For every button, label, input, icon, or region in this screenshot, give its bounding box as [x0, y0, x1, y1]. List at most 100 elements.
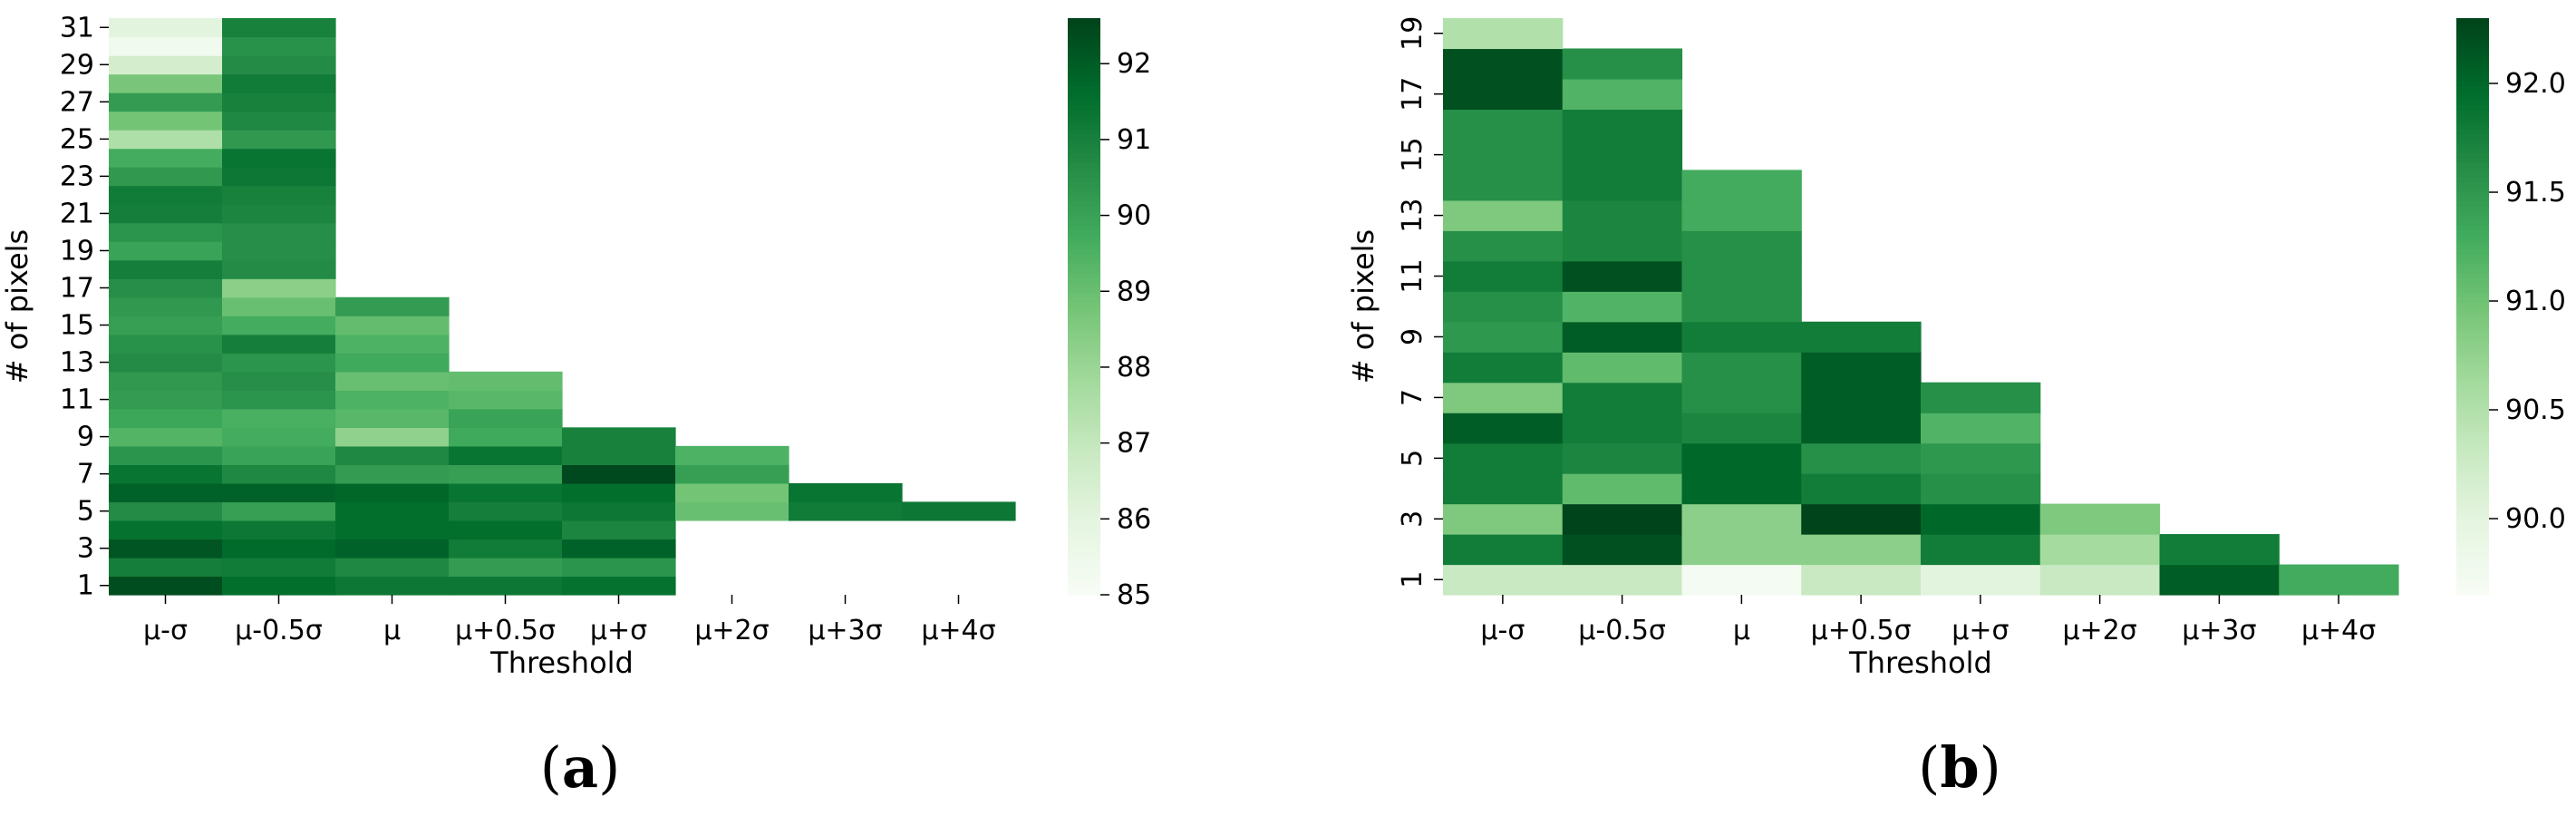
- x-tick-label: μ-0.5σ: [235, 615, 323, 646]
- colorbar-segment: [1068, 301, 1100, 307]
- colorbar-segment: [1068, 186, 1100, 192]
- heatmap-cell: [109, 18, 223, 38]
- colorbar-segment: [1068, 522, 1100, 529]
- heatmap-cell: [449, 427, 563, 447]
- colorbar-segment: [2456, 157, 2489, 163]
- heatmap-cell: [1921, 382, 2041, 413]
- heatmap-cell: [222, 204, 336, 224]
- colorbar-segment: [2456, 114, 2489, 120]
- heatmap-cell: [1681, 170, 1802, 201]
- colorbar-segment: [1068, 455, 1100, 461]
- colorbar-segment: [1068, 253, 1100, 259]
- heatmap-cell: [222, 464, 336, 484]
- colorbar-segment: [2456, 162, 2489, 168]
- heatmap-cell: [1921, 413, 2041, 444]
- y-tick-label: 1: [77, 570, 94, 602]
- colorbar-segment: [1068, 272, 1100, 278]
- heatmap-cell: [2039, 534, 2161, 566]
- colorbar-segment: [1068, 200, 1100, 207]
- colorbar-segment: [1068, 489, 1100, 495]
- y-tick-label: 23: [60, 160, 94, 192]
- heatmap-cell: [335, 557, 450, 578]
- colorbar-segment: [1068, 412, 1100, 418]
- panel-label-close-a: ): [598, 734, 620, 801]
- colorbar-segment: [1068, 248, 1100, 255]
- colorbar-segment: [1068, 556, 1100, 562]
- heatmap-cell: [222, 445, 336, 465]
- colorbar-segment: [2456, 455, 2489, 461]
- colorbar-segment: [1068, 18, 1100, 24]
- x-tick-label: μ-σ: [1480, 615, 1525, 646]
- heatmap-cell: [449, 464, 563, 484]
- colorbar-segment: [2456, 570, 2489, 577]
- heatmap-cell: [109, 557, 223, 578]
- colorbar-segment: [1068, 152, 1100, 159]
- colorbar-segment: [2456, 196, 2489, 201]
- colorbar-segment: [2456, 359, 2489, 365]
- heatmap-cell: [1443, 413, 1564, 444]
- heatmap-cell: [1562, 534, 1683, 566]
- heatmap-cell: [562, 557, 676, 578]
- heatmap-cell: [1681, 413, 1802, 444]
- colorbar-segment: [2456, 219, 2489, 226]
- colorbar-segment: [1068, 56, 1100, 63]
- colorbar-segment: [2456, 364, 2489, 370]
- heatmap-cell: [1562, 291, 1683, 323]
- heatmap-cell: [335, 445, 450, 465]
- heatmap-cell: [222, 390, 336, 410]
- colorbar-segment: [2456, 330, 2489, 336]
- colorbar-segment: [2456, 32, 2489, 38]
- x-tick-label: μ+2σ: [694, 615, 769, 646]
- y-tick-label: 9: [1397, 328, 1428, 345]
- colorbar-segment: [1068, 378, 1100, 384]
- colorbar-segment: [2456, 589, 2489, 596]
- x-tick-label: μ+4σ: [921, 615, 995, 646]
- heatmap-cell: [1801, 534, 1922, 566]
- heatmap-cell: [1562, 109, 1683, 141]
- colorbar-segment: [2456, 42, 2489, 48]
- heatmap-cell: [1562, 230, 1683, 262]
- colorbar-segment: [1068, 527, 1100, 533]
- colorbar-segment: [2456, 431, 2489, 437]
- colorbar-segment: [2456, 464, 2489, 471]
- colorbar-segment: [2456, 508, 2489, 514]
- panel-label-letter-a: a: [562, 734, 598, 801]
- colorbar-segment: [1068, 368, 1100, 374]
- colorbar-segment: [1068, 287, 1100, 293]
- colorbar-tick-label: 91.5: [2505, 177, 2566, 209]
- heatmap-cell: [109, 334, 223, 354]
- heatmap-cell: [335, 464, 450, 484]
- heatmap-cell: [562, 445, 676, 465]
- colorbar-segment: [1068, 359, 1100, 365]
- colorbar-segment: [1068, 138, 1100, 144]
- colorbar-segment: [2456, 345, 2489, 351]
- y-tick-label: 25: [60, 123, 94, 155]
- colorbar-segment: [2456, 349, 2489, 355]
- colorbar-segment: [2456, 263, 2489, 269]
- heatmap-cell: [789, 501, 903, 521]
- heatmap-cell: [222, 148, 336, 168]
- colorbar-segment: [1068, 238, 1100, 245]
- heatmap-cell: [109, 576, 223, 596]
- colorbar-segment: [2456, 119, 2489, 125]
- heatmap-cell: [222, 167, 336, 187]
- x-tick-label: μ+0.5σ: [1811, 615, 1912, 646]
- y-tick-label: 29: [60, 49, 94, 81]
- heatmap-cell: [1681, 260, 1802, 292]
- colorbar-tick-label: 90.5: [2505, 394, 2566, 426]
- heatmap-cell: [109, 539, 223, 559]
- colorbar-segment: [2456, 355, 2489, 360]
- heatmap-cell: [1562, 564, 1683, 596]
- colorbar-segment: [2456, 234, 2489, 240]
- heatmap-cell: [1443, 260, 1564, 292]
- heatmap-cell: [1562, 139, 1683, 170]
- colorbar-segment: [2456, 90, 2489, 96]
- heatmap-cell: [109, 92, 223, 112]
- colorbar-segment: [2456, 171, 2489, 178]
- colorbar-segment: [1068, 445, 1100, 452]
- x-tick-label: μ+σ: [590, 615, 647, 646]
- colorbar-segment: [1068, 148, 1100, 153]
- y-tick-label: 17: [60, 272, 94, 304]
